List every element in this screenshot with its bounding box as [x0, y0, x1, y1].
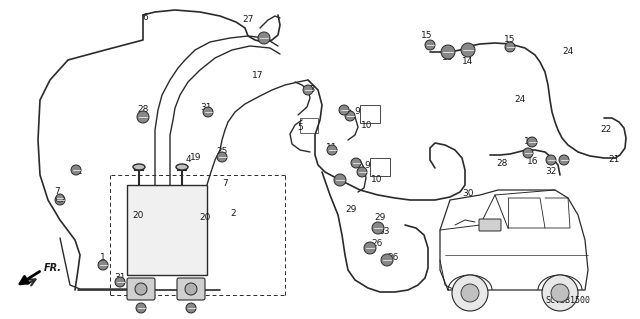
FancyBboxPatch shape: [127, 185, 207, 275]
Text: 2: 2: [230, 209, 236, 218]
Circle shape: [523, 148, 533, 158]
Text: 26: 26: [387, 253, 399, 262]
Circle shape: [217, 152, 227, 162]
Text: 10: 10: [371, 174, 383, 183]
Circle shape: [135, 283, 147, 295]
Text: 23: 23: [304, 85, 316, 94]
Text: 27: 27: [243, 16, 253, 25]
Circle shape: [339, 105, 349, 115]
Circle shape: [505, 42, 515, 52]
Text: 24: 24: [563, 48, 573, 56]
Circle shape: [71, 165, 81, 175]
Text: 9: 9: [364, 161, 370, 170]
Ellipse shape: [176, 164, 188, 170]
Bar: [360, 105, 380, 123]
Text: 6: 6: [142, 13, 148, 23]
Text: 11: 11: [326, 144, 338, 152]
Text: 9: 9: [354, 108, 360, 116]
Circle shape: [372, 222, 384, 234]
Circle shape: [137, 111, 149, 123]
Circle shape: [381, 254, 393, 266]
Circle shape: [425, 40, 435, 50]
Text: 20: 20: [132, 211, 144, 219]
Text: SCVBB1500: SCVBB1500: [545, 296, 590, 305]
Circle shape: [56, 194, 64, 202]
Bar: [370, 158, 390, 176]
Text: 28: 28: [138, 106, 148, 115]
Text: 30: 30: [462, 189, 474, 197]
Text: 24: 24: [515, 95, 525, 105]
Circle shape: [551, 284, 569, 302]
Text: 7: 7: [54, 188, 60, 197]
Text: 33: 33: [378, 227, 390, 236]
Text: 31: 31: [115, 273, 125, 283]
Circle shape: [546, 155, 556, 165]
Circle shape: [351, 158, 361, 168]
Circle shape: [461, 43, 475, 57]
Circle shape: [559, 155, 569, 165]
Text: 10: 10: [361, 121, 372, 130]
Circle shape: [55, 195, 65, 205]
Text: 1: 1: [100, 254, 106, 263]
FancyBboxPatch shape: [479, 219, 501, 231]
Text: 7: 7: [222, 180, 228, 189]
Circle shape: [542, 275, 578, 311]
Text: 13: 13: [442, 54, 454, 63]
Text: 12: 12: [524, 137, 536, 146]
FancyBboxPatch shape: [177, 278, 205, 300]
Text: 15: 15: [421, 31, 433, 40]
Circle shape: [461, 284, 479, 302]
Circle shape: [115, 277, 125, 287]
Text: 20: 20: [199, 212, 211, 221]
Circle shape: [185, 283, 197, 295]
Text: 25: 25: [216, 147, 228, 157]
Circle shape: [334, 174, 346, 186]
Text: 14: 14: [462, 57, 474, 66]
Text: 16: 16: [527, 158, 539, 167]
Text: 17: 17: [252, 71, 264, 80]
Text: FR.: FR.: [44, 263, 62, 273]
Ellipse shape: [133, 164, 145, 170]
Circle shape: [357, 167, 367, 177]
Circle shape: [327, 145, 337, 155]
Circle shape: [527, 137, 537, 147]
Text: 19: 19: [190, 153, 202, 162]
Circle shape: [452, 275, 488, 311]
Text: 32: 32: [545, 167, 557, 175]
Text: 21: 21: [608, 154, 620, 164]
Circle shape: [258, 32, 270, 44]
Circle shape: [136, 303, 146, 313]
Text: 28: 28: [496, 159, 508, 167]
Text: 26: 26: [371, 239, 383, 248]
Text: 29: 29: [346, 205, 356, 214]
Bar: [300, 118, 318, 133]
Text: 31: 31: [200, 103, 212, 113]
FancyBboxPatch shape: [127, 278, 155, 300]
Circle shape: [441, 45, 455, 59]
Circle shape: [303, 85, 313, 95]
Text: 15: 15: [504, 35, 516, 44]
Circle shape: [203, 107, 213, 117]
Text: 31: 31: [71, 167, 83, 175]
Text: 4: 4: [185, 154, 191, 164]
Circle shape: [98, 260, 108, 270]
Text: 29: 29: [374, 213, 386, 222]
Circle shape: [186, 303, 196, 313]
Circle shape: [345, 111, 355, 121]
Text: 5: 5: [297, 123, 303, 132]
Text: 22: 22: [600, 125, 612, 135]
Circle shape: [364, 242, 376, 254]
